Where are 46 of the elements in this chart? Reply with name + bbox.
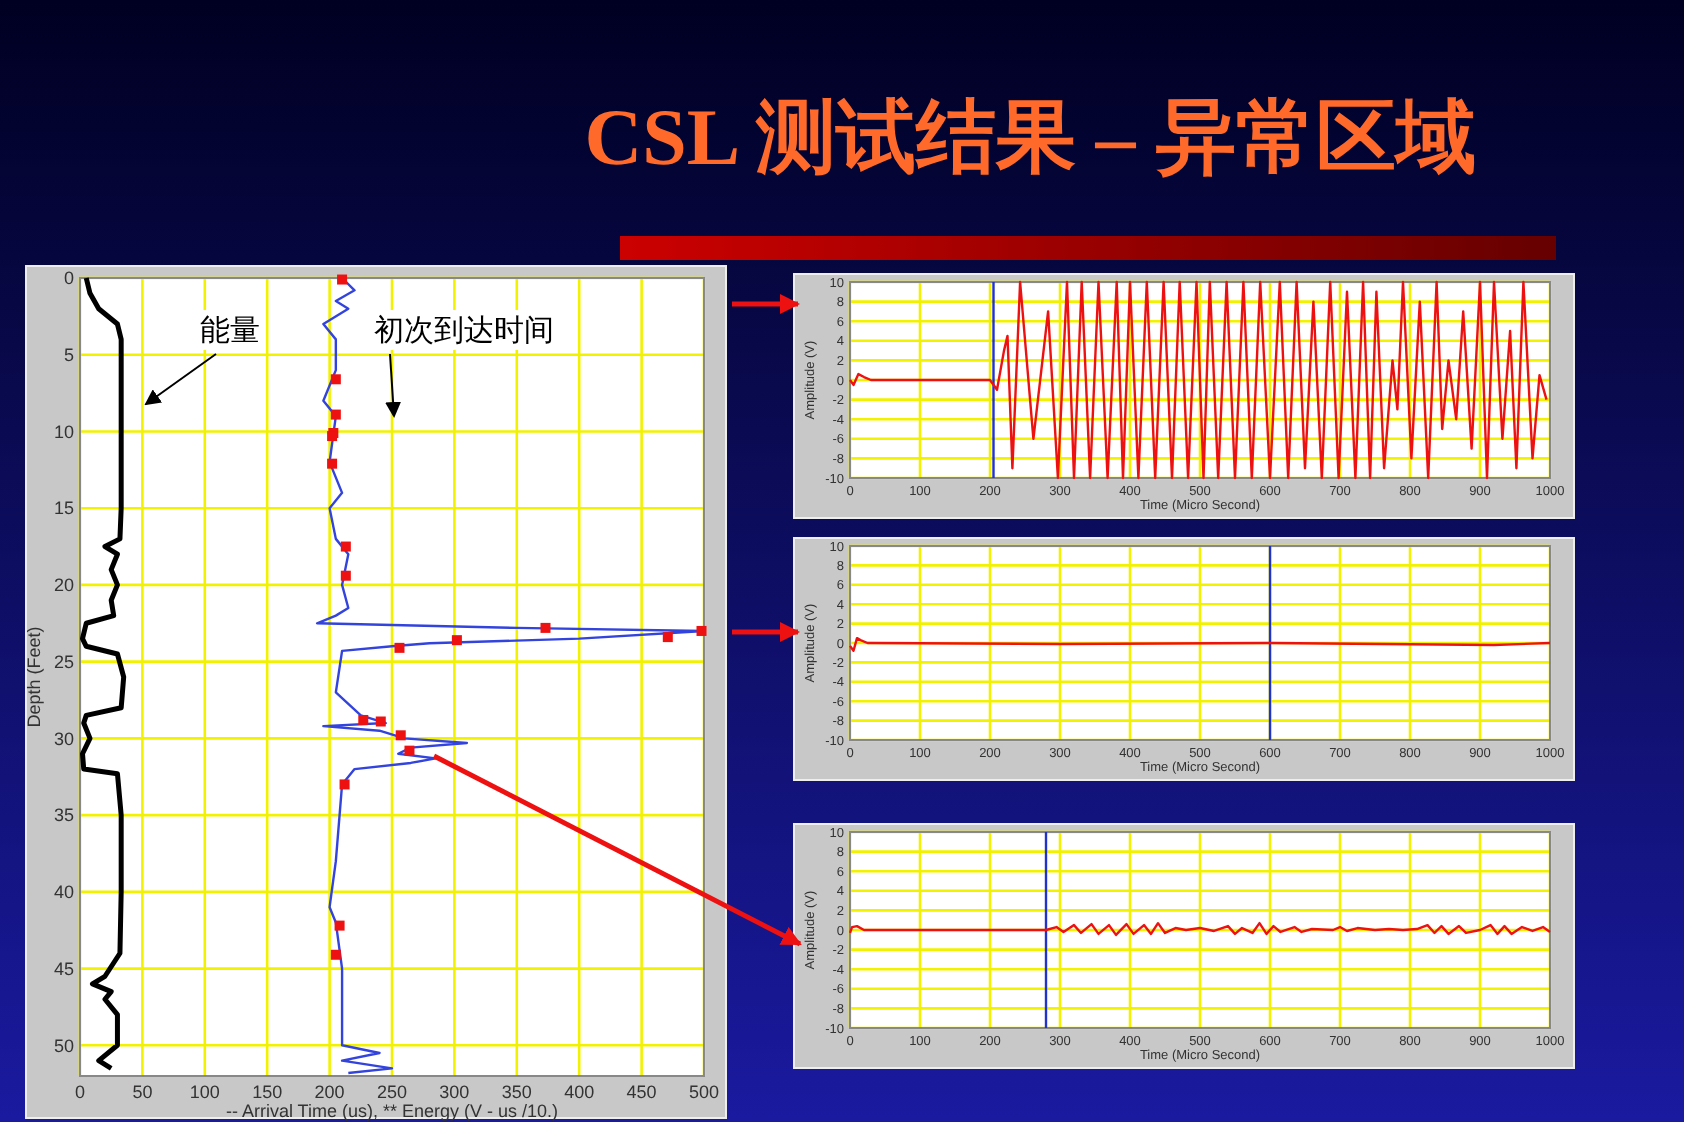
y-tick-label: 20 [53,575,74,596]
y-tick-label: 5 [63,345,74,366]
x-tick-label: 200 [314,1082,345,1102]
point [334,920,345,931]
line-series [80,275,127,1071]
annotation: 能量 [200,312,260,348]
point [340,541,351,552]
point [375,716,386,727]
chart-title: CSL 测试结果 – 异常区域 [584,92,1476,182]
x-tick-label: 350 [501,1082,532,1102]
y-tick-label: 35 [53,805,74,826]
point [394,642,405,653]
x-tick-label: 250 [376,1082,408,1102]
point [696,625,707,636]
y-tick-label: 25 [53,651,74,672]
x-tick-label: 150 [252,1082,283,1102]
point [330,949,341,960]
line-series [848,636,1552,652]
x-tick-label: 400 [564,1082,595,1102]
x-tick-label: 50 [132,1082,153,1102]
point [662,632,673,643]
y-tick-label: 10 [53,421,74,442]
y-axis-title: Depth (Feet) [24,626,44,728]
x-tick-label: 300 [439,1082,470,1102]
line-series [848,280,1548,480]
point [330,409,341,420]
point [358,714,369,725]
annotation: 初次到达时间 [374,312,554,348]
point [451,635,462,646]
x-tick-label: 450 [626,1082,657,1102]
x-axis-title: -- Arrival Time (us), ** Energy (V - us /10.) [225,1101,559,1121]
point [540,622,551,633]
point [330,374,341,385]
y-tick-label: 30 [53,728,74,749]
point [339,779,350,790]
point [327,458,338,469]
y-tick-label: 0 [63,268,74,289]
x-tick-label: 500 [688,1082,720,1102]
point [404,745,415,756]
y-tick-label: 40 [53,882,74,903]
point [340,570,351,581]
point [395,730,406,741]
y-tick-label: 15 [53,498,74,519]
x-tick-label: 100 [189,1082,220,1102]
point [337,274,348,285]
y-tick-label: 45 [53,958,74,979]
